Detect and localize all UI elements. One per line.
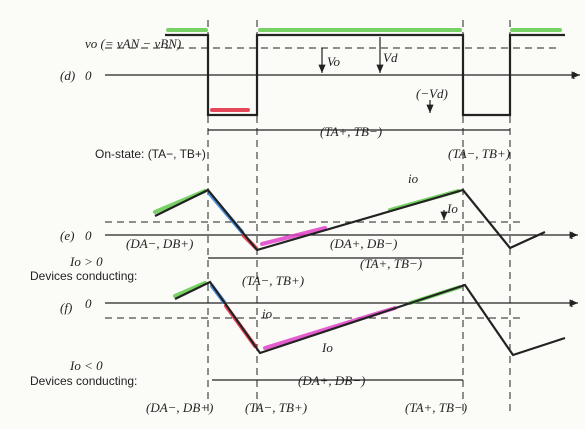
device-label: (TA−, TB+) bbox=[242, 273, 304, 288]
guides bbox=[207, 20, 511, 415]
io-label: io bbox=[408, 171, 419, 186]
io-label: io bbox=[262, 306, 273, 321]
device-label: (DA−, DB+) bbox=[126, 236, 193, 251]
interval-label: (TA−, TB+) bbox=[448, 146, 510, 161]
neg-vd-label: (−Vd) bbox=[416, 86, 448, 101]
device-label: (DA−, DB+) bbox=[146, 400, 213, 415]
condition-label: Io > 0 bbox=[69, 254, 103, 269]
device-label: (TA−, TB+) bbox=[245, 400, 307, 415]
panel-label: (e) bbox=[60, 228, 74, 243]
interval-label: (TA+, TB−) bbox=[320, 124, 382, 139]
devices-label: Devices conducting: bbox=[30, 269, 137, 283]
vd-label: Vd bbox=[383, 50, 398, 65]
t-label: t bbox=[570, 227, 574, 242]
y-label: vo (= vAN − vBN) bbox=[85, 36, 181, 51]
device-label: (DA+, DB−) bbox=[298, 373, 365, 388]
vo-label: Vo bbox=[327, 54, 341, 69]
Io-label: Io bbox=[446, 201, 458, 216]
t-label: t bbox=[570, 295, 574, 310]
zero-label: 0 bbox=[85, 228, 92, 243]
condition-label: Io < 0 bbox=[69, 358, 103, 373]
panel-e: (e) 0 t io Io (DA−, DB+) (DA+, DB−) (TA−… bbox=[30, 171, 578, 288]
device-label: (TA+, TB−) bbox=[405, 400, 467, 415]
devices-label: Devices conducting: bbox=[30, 374, 137, 388]
panel-d: vo (= vAN − vBN) (d) 0 t Vo Vd (−Vd) (TA… bbox=[60, 28, 580, 161]
t-label: t bbox=[572, 67, 576, 82]
panel-f: (f) 0 t io Io Io < 0 Devices conducting:… bbox=[30, 280, 578, 415]
on-state-label: On-state: (TA−, TB+) bbox=[95, 147, 206, 161]
zero-label: 0 bbox=[85, 296, 92, 311]
zero-label: 0 bbox=[85, 68, 92, 83]
device-label: (TA+, TB−) bbox=[360, 256, 422, 271]
Io-label: Io bbox=[321, 340, 333, 355]
panel-label: (f) bbox=[60, 300, 72, 315]
device-label: (DA+, DB−) bbox=[330, 236, 397, 251]
panel-label: (d) bbox=[60, 68, 75, 83]
